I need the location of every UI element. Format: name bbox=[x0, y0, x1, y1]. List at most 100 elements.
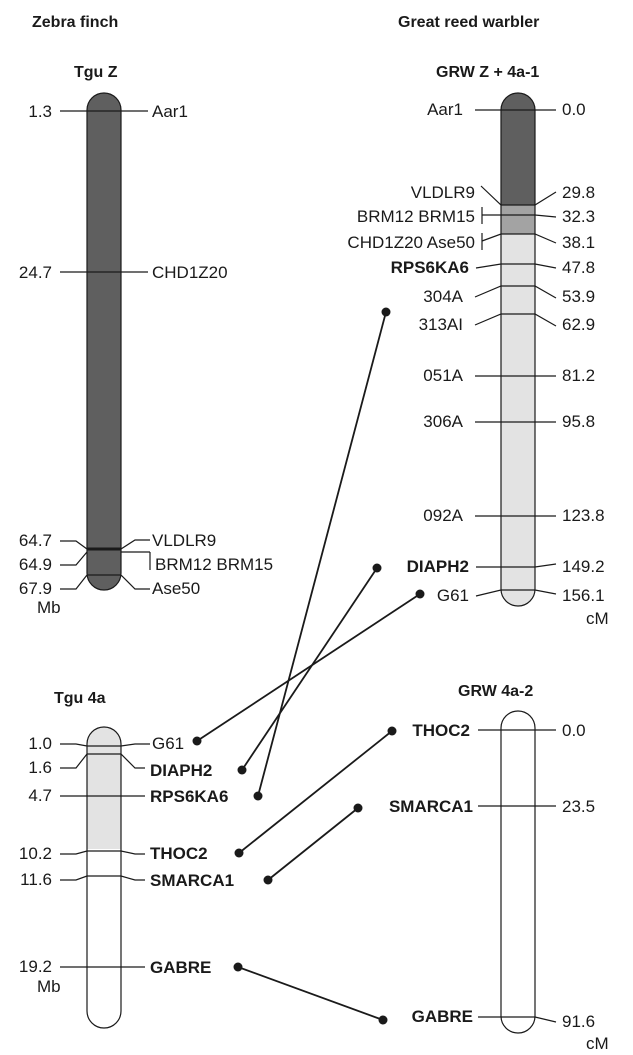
tgu-4a-title: Tgu 4a bbox=[54, 690, 106, 707]
connector-gabre-dot-left bbox=[233, 962, 243, 972]
grw-z-title: GRW Z + 4a-1 bbox=[436, 64, 539, 81]
grw-z-pos-g61: 156.1 bbox=[562, 586, 605, 605]
grw-z-pos-313ai: 62.9 bbox=[562, 315, 595, 334]
species-zebra-finch: Zebra finch bbox=[32, 14, 118, 31]
grw-z-label-aar1: Aar1 bbox=[427, 100, 463, 119]
tgu-4a-tick-smarca1 bbox=[60, 875, 145, 881]
tgu-z-pos-vldlr9: 64.7 bbox=[19, 531, 52, 550]
connector-gabre-dot-right bbox=[378, 1015, 388, 1025]
tgu-4a-pos-smarca1: 11.6 bbox=[20, 870, 52, 889]
tgu-z-tick-ase50-left bbox=[60, 574, 88, 590]
grw-4a2-markers: THOC2 0.0 SMARCA1 23.5 GABRE 91.6 cM bbox=[389, 721, 609, 1053]
connector-g61-dot-top bbox=[415, 589, 425, 599]
tgu-4a-pos-rps6ka6: 4.7 bbox=[28, 786, 52, 805]
tgu-4a-label-rps6ka6: RPS6KA6 bbox=[150, 787, 228, 806]
connector-g61 bbox=[196, 593, 421, 742]
tgu-z-unit: Mb bbox=[37, 598, 61, 617]
grw-z-label-chd1z20: CHD1Z20 Ase50 bbox=[347, 233, 475, 252]
connector-rps6ka6-dot-bottom bbox=[253, 791, 263, 801]
grw-4a2-pos-smarca1: 23.5 bbox=[562, 797, 595, 816]
tgu-z-body bbox=[87, 93, 121, 590]
tgu-4a-tick-thoc2 bbox=[60, 850, 145, 855]
tgu-z-label-ase50: Ase50 bbox=[152, 579, 200, 598]
connector-diaph2-dot-bottom bbox=[237, 765, 247, 775]
grw-z-tick-g61 bbox=[475, 589, 557, 597]
grw-z-markers: Aar1 0.0 VLDLR9 29.8 BRM12 BRM15 32.3 CH… bbox=[347, 100, 608, 628]
connector-thoc2-dot-bottom bbox=[234, 848, 244, 858]
tgu-4a-tick-g61 bbox=[60, 743, 150, 747]
tgu-4a-pos-diaph2: 1.6 bbox=[28, 758, 52, 777]
grw-z-label-313ai: 313AI bbox=[419, 315, 463, 334]
grw-z-pos-092a: 123.8 bbox=[562, 506, 605, 525]
connector-thoc2 bbox=[238, 730, 393, 854]
grw-z-label-306a: 306A bbox=[423, 412, 463, 431]
tgu-z-pos-aar1: 1.3 bbox=[28, 102, 52, 121]
grw-z-chromosome bbox=[500, 92, 536, 607]
tgu-4a-pos-thoc2: 10.2 bbox=[19, 844, 52, 863]
connector-thoc2-dot-top bbox=[387, 726, 397, 736]
connector-diaph2 bbox=[241, 567, 378, 771]
grw-z-label-diaph2: DIAPH2 bbox=[407, 557, 469, 576]
tgu-4a-pos-gabre: 19.2 bbox=[19, 957, 52, 976]
grw-4a2-title: GRW 4a-2 bbox=[458, 683, 533, 700]
grw-z-label-304a: 304A bbox=[423, 287, 463, 306]
grw-z-pos-vldlr9: 29.8 bbox=[562, 183, 595, 202]
grw-z-tick-brm bbox=[482, 214, 557, 218]
grw-z-pos-306a: 95.8 bbox=[562, 412, 595, 431]
grw-4a2-tick-gabre bbox=[478, 1016, 557, 1023]
grw-z-tick-diaph2 bbox=[476, 563, 557, 568]
connector-g61-dot-bottom bbox=[192, 736, 202, 746]
tgu-4a-chromosome bbox=[86, 726, 122, 1029]
tgu-4a-markers: 1.0 G61 1.6 DIAPH2 4.7 RPS6KA6 10.2 THOC… bbox=[19, 734, 234, 996]
grw-4a2-label-gabre: GABRE bbox=[412, 1007, 473, 1026]
grw-z-outline bbox=[500, 92, 536, 607]
tgu-z-pos-chd1z20: 24.7 bbox=[19, 263, 52, 282]
grw-z-label-051a: 051A bbox=[423, 366, 463, 385]
grw-z-label-vldlr9: VLDLR9 bbox=[411, 183, 475, 202]
tgu-4a-unit: Mb bbox=[37, 977, 61, 996]
tgu-z-label-brm12: BRM12 BRM15 bbox=[155, 555, 273, 574]
grw-z-label-brm12: BRM12 BRM15 bbox=[357, 207, 475, 226]
grw-4a2-outline bbox=[500, 710, 536, 1034]
tgu-4a-outline bbox=[86, 726, 122, 1029]
tgu-z-label-chd1z20: CHD1Z20 bbox=[152, 263, 228, 282]
grw-z-tick-chd1z20 bbox=[481, 233, 557, 244]
connector-gabre bbox=[237, 966, 384, 1021]
tgu-z-outline bbox=[86, 92, 122, 591]
synteny-connectors bbox=[192, 307, 425, 1025]
tgu-4a-pos-g61: 1.0 bbox=[28, 734, 52, 753]
tgu-4a-label-smarca1: SMARCA1 bbox=[150, 871, 234, 890]
grw-z-label-g61: G61 bbox=[437, 586, 469, 605]
grw-z-pos-chd1z20: 38.1 bbox=[562, 233, 595, 252]
tgu-4a-light-region bbox=[87, 727, 121, 849]
grw-4a2-chromosome bbox=[500, 710, 536, 1034]
tgu-4a-label-diaph2: DIAPH2 bbox=[150, 761, 212, 780]
grw-4a2-unit: cM bbox=[586, 1034, 609, 1053]
tgu-z-markers: 1.3 Aar1 24.7 CHD1Z20 64.7 VLDLR9 64.9 B… bbox=[19, 102, 273, 617]
grw-4a2-label-smarca1: SMARCA1 bbox=[389, 797, 473, 816]
grw-z-pos-rps6ka6: 47.8 bbox=[562, 258, 595, 277]
grw-z-tick-313ai bbox=[474, 313, 557, 327]
grw-z-pos-aar1: 0.0 bbox=[562, 100, 586, 119]
connector-smarca1-dot-top bbox=[353, 803, 363, 813]
grw-z-label-092a: 092A bbox=[423, 506, 463, 525]
tgu-z-tick-brm-left bbox=[60, 551, 88, 566]
tgu-4a-label-thoc2: THOC2 bbox=[150, 844, 208, 863]
tgu-4a-label-gabre: GABRE bbox=[150, 958, 211, 977]
grw-z-dark-region bbox=[501, 93, 535, 205]
tgu-z-tick-vldlr9-left bbox=[60, 540, 88, 550]
tgu-4a-label-g61: G61 bbox=[152, 734, 184, 753]
tgu-4a-tick-diaph2 bbox=[60, 753, 145, 769]
tgu-z-title: Tgu Z bbox=[74, 64, 118, 81]
grw-4a2-label-thoc2: THOC2 bbox=[412, 721, 470, 740]
tgu-z-pos-ase50: 67.9 bbox=[19, 579, 52, 598]
tgu-z-tick-vldlr9-right bbox=[120, 539, 150, 550]
grw-z-tick-vldlr9 bbox=[480, 185, 557, 206]
grw-4a2-pos-gabre: 91.6 bbox=[562, 1012, 595, 1031]
tgu-z-tick-ase50-right bbox=[120, 574, 150, 590]
connector-diaph2-dot-top bbox=[372, 563, 382, 573]
species-great-reed-warbler: Great reed warbler bbox=[398, 14, 539, 31]
grw-z-pos-diaph2: 149.2 bbox=[562, 557, 605, 576]
grw-z-pos-051a: 81.2 bbox=[562, 366, 595, 385]
